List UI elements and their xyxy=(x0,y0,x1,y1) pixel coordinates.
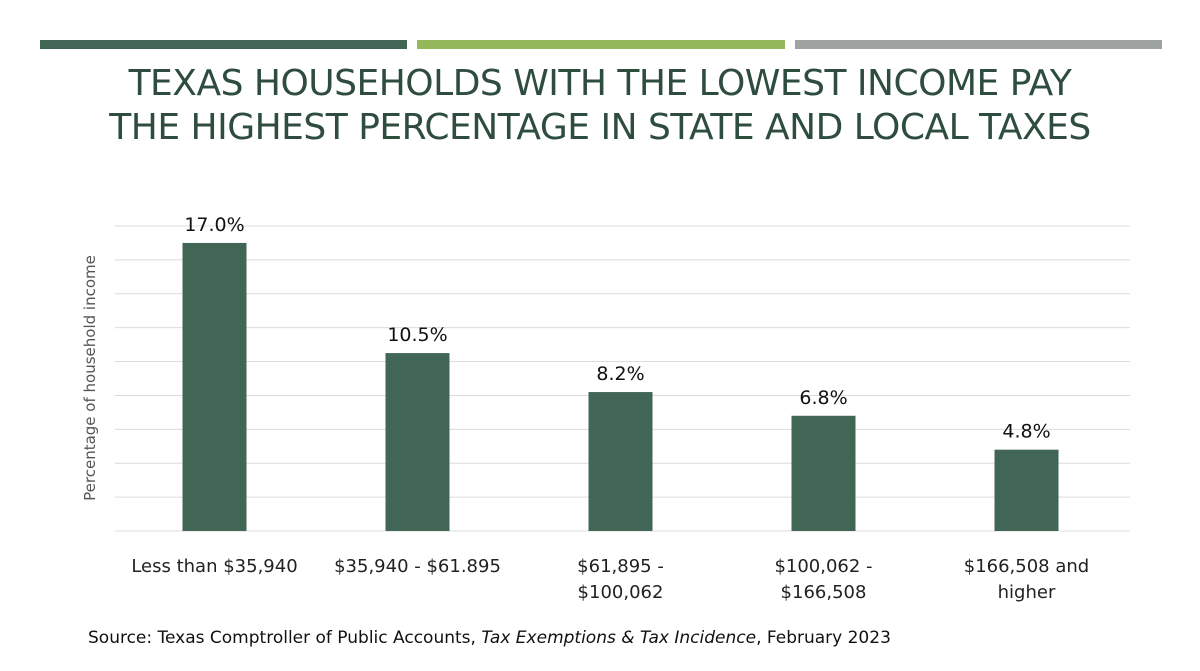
source-suffix: , February 2023 xyxy=(756,628,891,648)
source-note: Source: Texas Comptroller of Public Acco… xyxy=(88,628,891,648)
source-prefix: Source: Texas Comptroller of Public Acco… xyxy=(88,628,482,648)
title-line-1: TEXAS HOUSEHOLDS WITH THE LOWEST INCOME … xyxy=(128,63,1072,104)
x-tick-label: $100,062 - xyxy=(774,556,872,577)
data-label: 4.8% xyxy=(1002,421,1050,443)
header-band-green xyxy=(417,40,785,49)
bar xyxy=(182,242,247,531)
x-tick-label: Less than $35,940 xyxy=(131,556,297,577)
data-label: 10.5% xyxy=(387,324,447,346)
chart-title: TEXAS HOUSEHOLDS WITH THE LOWEST INCOME … xyxy=(0,62,1200,150)
x-tick-label: $166,508 and xyxy=(964,556,1089,577)
bar xyxy=(791,415,856,531)
bar xyxy=(994,449,1059,531)
title-line-2: THE HIGHEST PERCENTAGE IN STATE AND LOCA… xyxy=(109,107,1091,148)
header-band-gray xyxy=(795,40,1162,49)
x-tick-label: $61,895 - xyxy=(577,556,664,577)
data-label: 8.2% xyxy=(596,363,644,385)
data-label: 17.0% xyxy=(184,214,244,236)
bar xyxy=(588,392,653,531)
header-band-dark xyxy=(40,40,407,49)
x-tick-label: $100,062 xyxy=(578,582,664,603)
bar xyxy=(385,353,450,531)
source-title: Tax Exemptions & Tax Incidence xyxy=(481,628,757,648)
x-tick-label: $35,940 - $61.895 xyxy=(334,556,501,577)
x-tick-label: $166,508 xyxy=(781,582,867,603)
y-axis-label: Percentage of household income xyxy=(81,255,99,501)
data-label: 6.8% xyxy=(799,387,847,409)
x-tick-label: higher xyxy=(998,582,1056,603)
